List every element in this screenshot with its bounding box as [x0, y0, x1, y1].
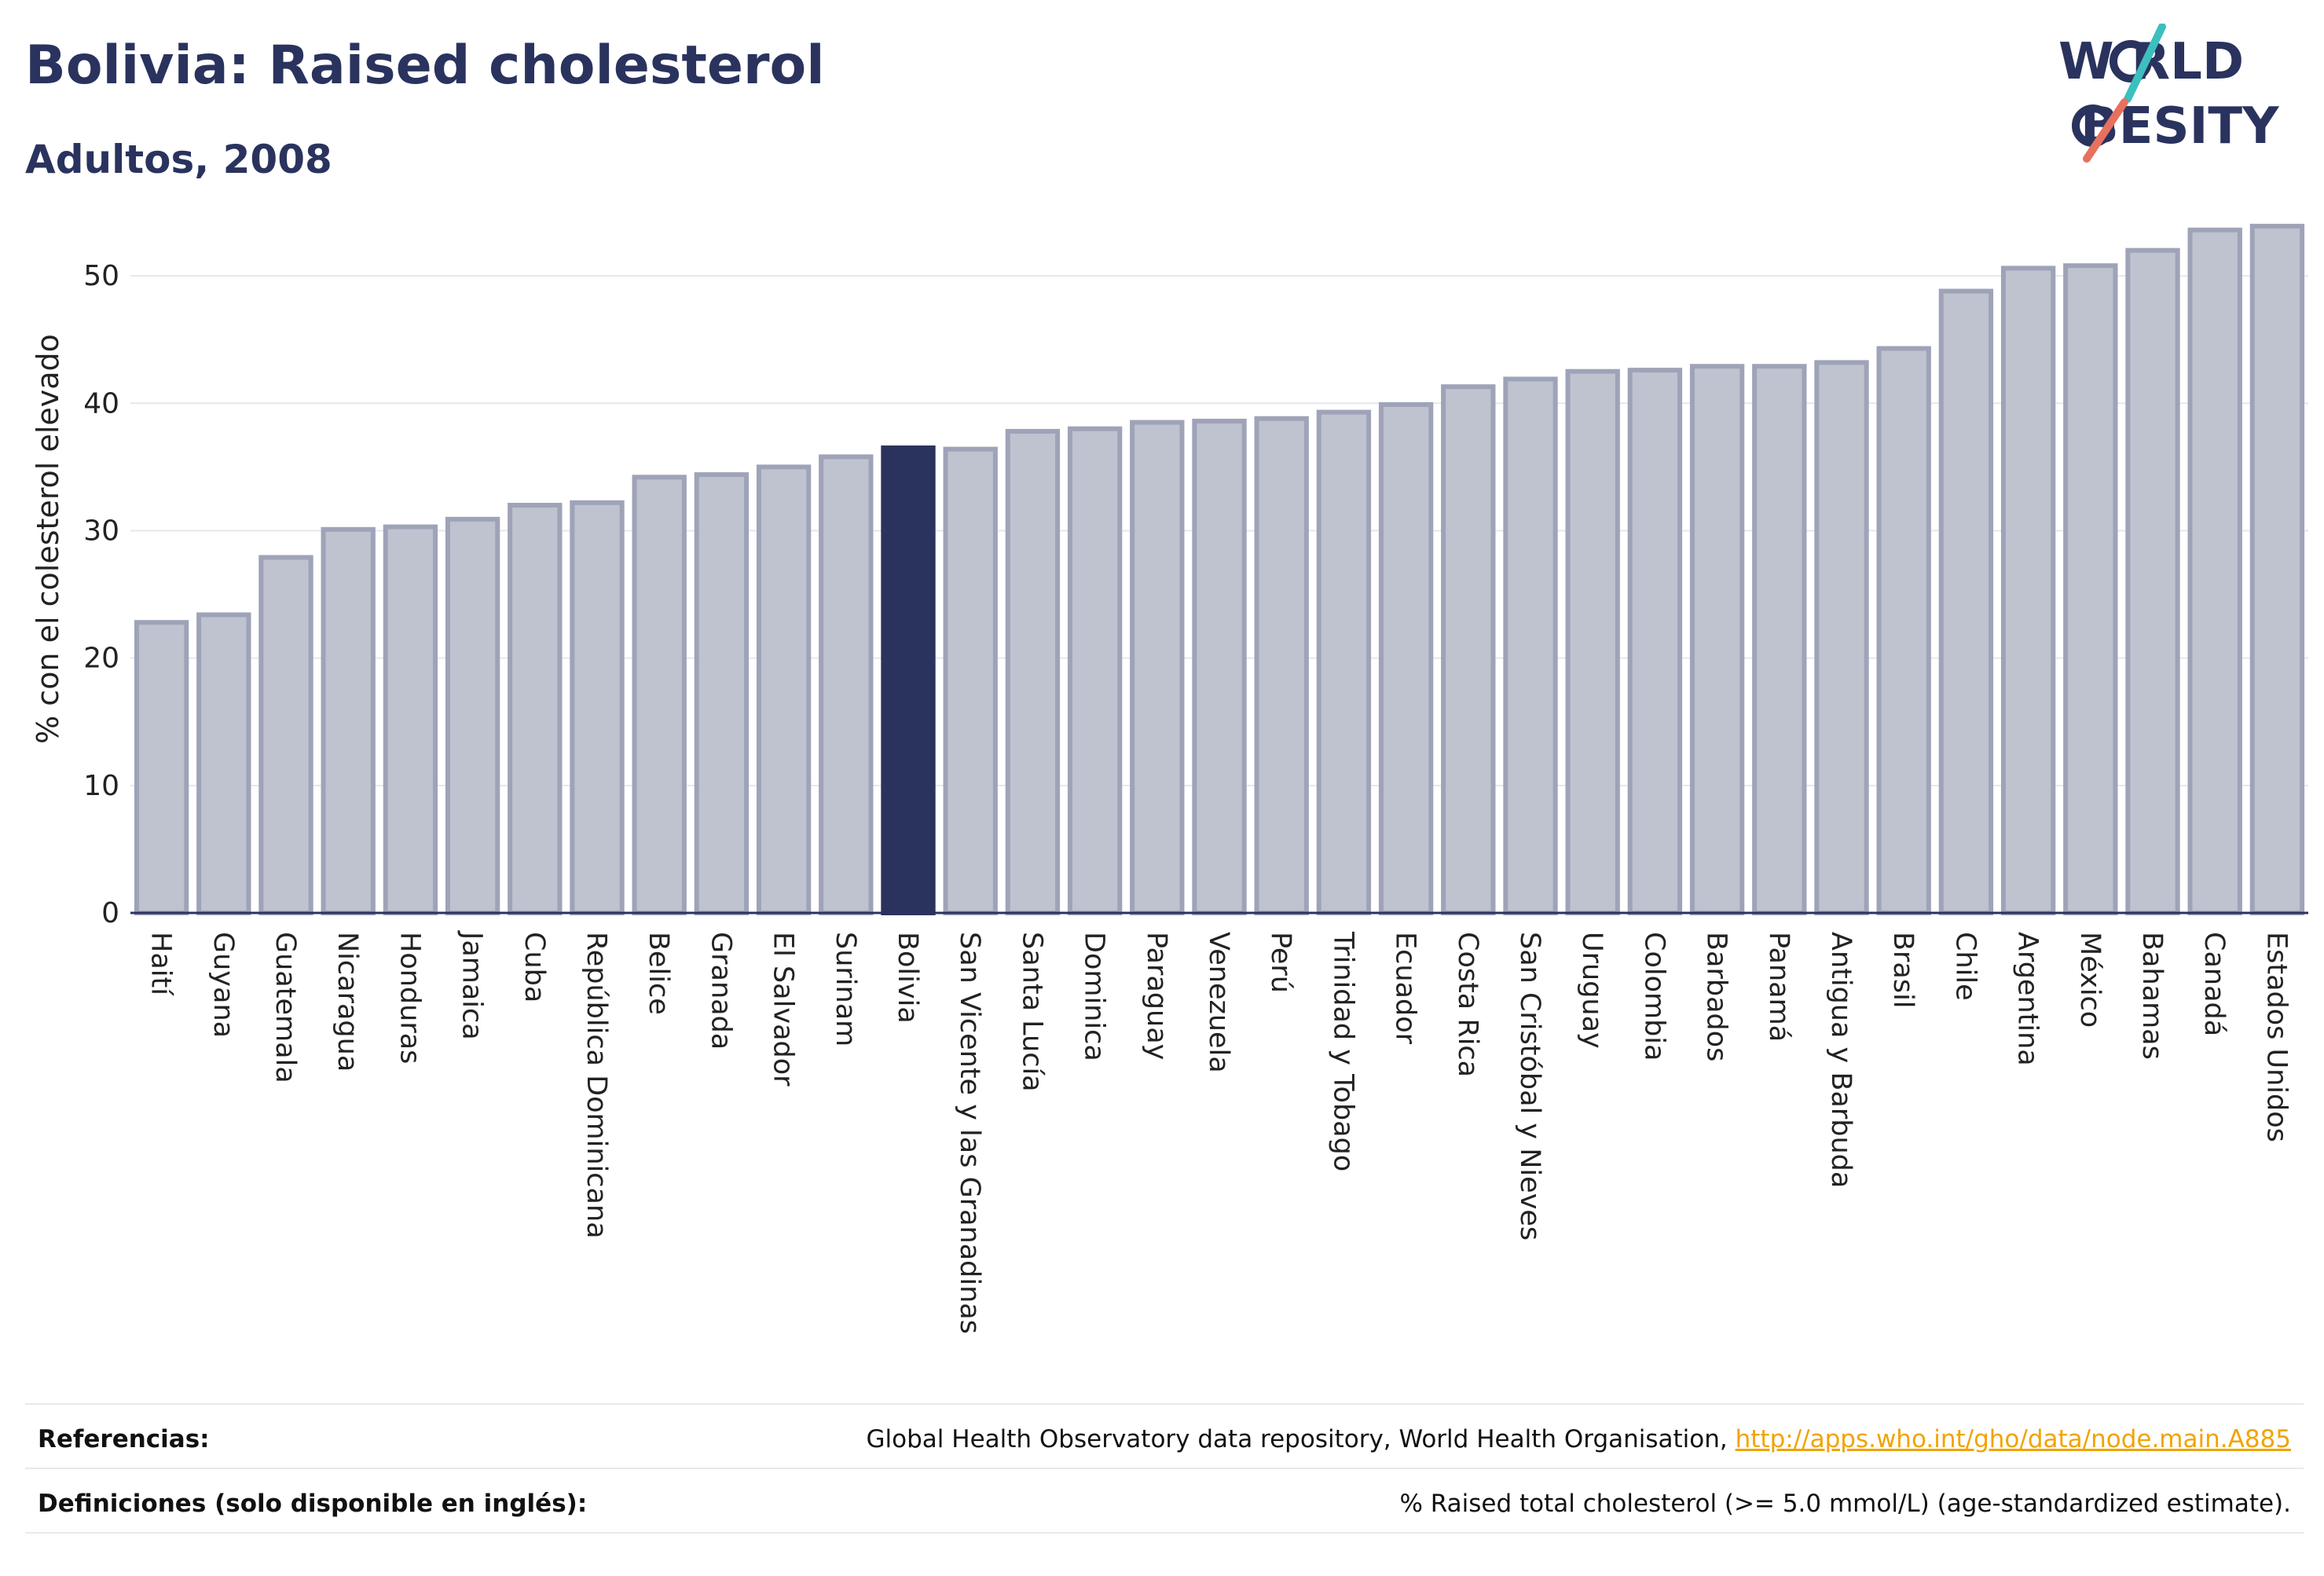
bar[interactable]	[570, 500, 625, 915]
bar[interactable]	[1192, 418, 1247, 915]
bar[interactable]	[2187, 227, 2242, 915]
bar[interactable]	[881, 445, 936, 915]
bar[interactable]	[943, 446, 998, 915]
definitions-label: Definiciones (solo disponible en inglés)…	[38, 1490, 588, 1518]
bar[interactable]	[1627, 368, 1683, 915]
x-tick-label: México	[2074, 932, 2106, 1028]
y-tick-label: 50	[83, 260, 119, 292]
references-value: Global Health Observatory data repositor…	[867, 1425, 2291, 1453]
bar[interactable]	[1565, 368, 1620, 915]
x-tick-label: Haití	[145, 932, 177, 996]
x-tick-label: Granada	[705, 932, 736, 1050]
logo-slash-teal-icon	[2124, 24, 2166, 103]
bar[interactable]	[258, 555, 313, 916]
x-tick-label: Antigua y Barbuda	[1825, 932, 1857, 1188]
x-tick-label: Bolivia	[892, 932, 923, 1024]
bar[interactable]	[756, 464, 812, 915]
x-tick-label: Brasil	[1887, 932, 1919, 1009]
chart-title: Bolivia: Raised cholesterol	[25, 35, 825, 97]
x-tick-label: Barbados	[1701, 932, 1732, 1061]
y-tick-label: 30	[83, 515, 119, 547]
y-tick-label: 20	[83, 643, 119, 675]
bar[interactable]	[819, 454, 874, 915]
bar[interactable]	[1130, 420, 1185, 915]
x-tick-label: Perú	[1265, 932, 1296, 993]
chart-subtitle: Adultos, 2008	[25, 137, 332, 182]
definitions-row: Definiciones (solo disponible en inglés)…	[25, 1468, 2304, 1534]
bar[interactable]	[1378, 401, 1434, 915]
bar[interactable]	[134, 620, 189, 915]
references-link[interactable]: http://apps.who.int/gho/data/node.main.A…	[1735, 1425, 2291, 1453]
x-tick-label: San Cristóbal y Nieves	[1514, 932, 1545, 1241]
x-tick-label: Nicaragua	[332, 932, 363, 1072]
bar[interactable]	[508, 503, 563, 915]
bar[interactable]	[1441, 384, 1496, 915]
x-tick-label: Chile	[1949, 932, 1981, 1001]
bar[interactable]	[2000, 266, 2056, 915]
bar[interactable]	[196, 612, 251, 916]
x-tick-label: Paraguay	[1141, 932, 1172, 1060]
x-tick-label: Cuba	[519, 932, 550, 1002]
x-tick-label: El Salvador	[768, 932, 799, 1087]
x-tick-label: Panamá	[1763, 932, 1794, 1042]
x-tick-label: Colombia	[1638, 932, 1670, 1061]
world-obesity-logo: W RLD BESITY	[2058, 24, 2279, 163]
x-tick-label: Honduras	[394, 932, 425, 1064]
bar[interactable]	[445, 516, 500, 915]
bar[interactable]	[1876, 346, 1931, 915]
bar[interactable]	[1254, 416, 1309, 915]
x-tick-label: Bahamas	[2136, 932, 2168, 1060]
y-axis-ticks: 0 10 20 30 40 50	[83, 260, 119, 929]
x-tick-label: Jamaica	[456, 930, 488, 1040]
bar[interactable]	[1938, 288, 1994, 915]
bar[interactable]	[1005, 428, 1061, 915]
x-tick-label: Surinam	[830, 932, 861, 1046]
bar[interactable]	[2063, 263, 2118, 915]
bar[interactable]	[321, 526, 376, 915]
bar[interactable]	[2125, 247, 2180, 915]
bar-chart: 0 10 20 30 40 50 Haití Guyana Guatemala Nicaragu…	[31, 223, 2308, 1334]
x-tick-label: República Dominicana	[581, 932, 612, 1239]
x-tick-label: Trinidad y Tobago	[1327, 931, 1358, 1171]
x-tick-label: Belice	[643, 932, 674, 1015]
x-tick-label: Guyana	[207, 932, 239, 1038]
x-tick-label: Ecuador	[1390, 932, 1421, 1045]
x-tick-label: Santa Lucía	[1016, 932, 1047, 1092]
x-tick-label: Guatemala	[269, 932, 301, 1083]
bar[interactable]	[632, 475, 687, 915]
bar[interactable]	[1752, 364, 1807, 915]
x-tick-label: Costa Rica	[1452, 932, 1483, 1077]
x-axis-labels: Haití Guyana Guatemala Nicaragua Honduras Jam…	[145, 930, 2293, 1334]
definitions-value: % Raised total cholesterol (>= 5.0 mmol/…	[1399, 1490, 2291, 1518]
x-tick-label: San Vicente y las Granadinas	[954, 932, 985, 1334]
references-text: Global Health Observatory data repositor…	[866, 1425, 1736, 1453]
logo-slash-coral-icon	[2083, 98, 2128, 163]
bar[interactable]	[1316, 409, 1372, 915]
y-tick-label: 10	[83, 770, 119, 802]
x-tick-label: Venezuela	[1203, 932, 1234, 1073]
x-tick-label: Argentina	[2012, 932, 2044, 1066]
x-tick-label: Estados Unidos	[2260, 932, 2292, 1142]
y-tick-label: 0	[101, 897, 119, 929]
references-label: Referencias:	[38, 1425, 210, 1453]
bar[interactable]	[1689, 364, 1745, 915]
bar[interactable]	[2249, 223, 2305, 915]
references-row: Referencias: Global Health Observatory d…	[25, 1403, 2304, 1468]
x-tick-label: Canadá	[2198, 932, 2230, 1036]
bar[interactable]	[383, 524, 438, 916]
bar[interactable]	[1503, 376, 1558, 915]
bar[interactable]	[1067, 426, 1123, 915]
x-tick-label: Dominica	[1079, 932, 1110, 1061]
chart-bars	[134, 223, 2305, 916]
y-axis-label: % con el colesterol elevado	[31, 334, 65, 744]
bar[interactable]	[694, 472, 750, 915]
y-tick-label: 40	[83, 387, 119, 420]
bar[interactable]	[1814, 360, 1869, 915]
x-tick-label: Uruguay	[1576, 932, 1607, 1049]
